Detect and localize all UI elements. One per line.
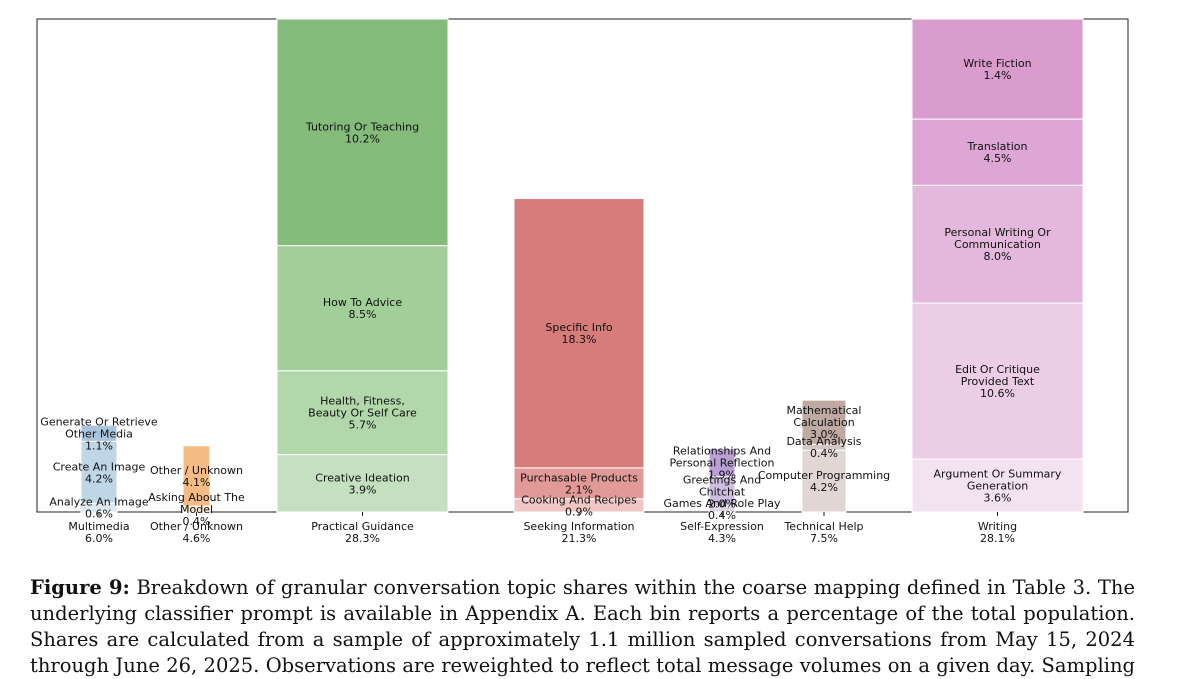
bar-segment-other-unknown [182,445,211,507]
segment-label-edit-or-critique-provided-text: Edit Or Critique Provided Text 10.6% [955,363,1040,400]
bar-segment-generate-or-retrieve-other-media [80,424,118,442]
topic-share-chart: Analyze An Image 0.6% Create An Image 4.2% G… [36,18,1129,545]
segment-label-greetings-and-chitchat: Greetings And Chitchat 2.0% [683,473,761,510]
category-label-technical-help: Technical Help 7.5% [783,520,863,545]
caption-line-4: through June 26, 2025. Observations are … [30,654,1135,677]
category-label-multimedia: Multimedia 6.0% [68,520,129,545]
category-label-self-expression: Self-Expression 4.3% [680,520,764,545]
figure-caption: Figure 9: Breakdown of granular conversa… [30,575,1135,679]
category-label-writing: Writing 28.1% [978,520,1017,545]
segment-label-relationships-and-personal-reflection: Relationships And Personal Reflection 1.9% [670,445,775,482]
bar-segment-mathematical-calculation [801,399,847,445]
segment-label-generate-or-retrieve-other-media: Generate Or Retrieve Other Media 1.1% [40,415,158,452]
segment-label-tutoring-or-teaching: Tutoring Or Teaching 10.2% [305,120,419,145]
segment-label-create-an-image: Create An Image 4.2% [53,460,146,485]
segment-label-specific-info: Specific Info 18.3% [545,321,612,346]
category-label-practical-guidance: Practical Guidance 28.3% [311,520,414,545]
segment-label-argument-or-summary-generation: Argument Or Summary Generation 3.6% [934,468,1062,505]
bar-segment-computer-programming [801,449,847,513]
caption-line-3: Shares are calculated from a sample of a… [30,628,1135,651]
segment-label-cooking-and-recipes: Cooking And Recipes 0.9% [521,493,637,518]
segment-label-creative-ideation: Creative Ideation 3.9% [315,471,409,496]
bar-segment-edit-or-critique-provided-text [911,302,1084,460]
segment-label-health-fitness-beauty-or-self-care: Health, Fitness, Beauty Or Self Care 5.7% [308,395,417,432]
bar-segment-purchasable-products [513,467,645,500]
segment-label-computer-programming: Computer Programming 4.2% [758,469,890,494]
category-label-other-unknown: Other / Unknown 4.6% [150,520,243,545]
segment-label-personal-writing-or-communication: Personal Writing Or Communication 8.0% [944,226,1051,263]
bar-segment-tutoring-or-teaching [276,18,449,247]
bar-segment-greetings-and-chitchat [708,476,736,507]
bar-segment-how-to-advice [276,245,449,372]
segment-label-mathematical-calculation: Mathematical Calculation 3.0% [787,404,862,441]
segment-label-asking-about-the-model: Asking About The Model 0.4% [148,491,245,528]
segment-label-purchasable-products: Purchasable Products 2.1% [520,471,638,496]
bar-segment-translation [911,118,1084,186]
bar-segment-relationships-and-personal-reflection [708,448,736,478]
segment-label-other-unknown: Other / Unknown 4.1% [150,464,243,489]
category-label-seeking-information: Seeking Information 21.3% [523,520,634,545]
segment-label-how-to-advice: How To Advice 8.5% [323,296,402,321]
bar-segment-argument-or-summary-generation [911,458,1084,513]
bar-segment-personal-writing-or-communication [911,184,1084,304]
segment-label-translation: Translation 4.5% [967,140,1028,165]
bar-segment-creative-ideation [276,454,449,513]
caption-line-2: underlying classifier prompt is availabl… [30,602,1135,625]
segment-label-analyze-an-image: Analyze An Image 0.6% [49,496,149,521]
bar-segment-write-fiction [911,18,1084,120]
figure-label: Figure 9: [30,576,130,599]
bar-segment-health-fitness-beauty-or-self-care [276,370,449,456]
caption-line-1-text: Breakdown of granular conversation topic… [136,576,1136,599]
caption-line-1: Figure 9: Breakdown of granular conversa… [30,575,1135,601]
segment-label-data-analysis: Data Analysis 0.4% [786,435,861,460]
bar-segment-specific-info [513,198,645,469]
bar-segment-create-an-image [80,440,118,504]
segment-label-write-fiction: Write Fiction 1.4% [963,57,1031,82]
